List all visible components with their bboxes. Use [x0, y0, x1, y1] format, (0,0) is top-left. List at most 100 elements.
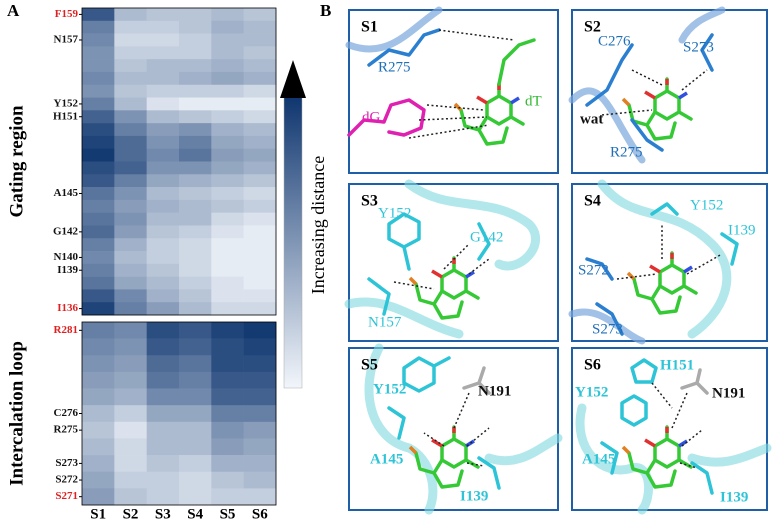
- heatmap-cell: [114, 405, 147, 423]
- heatmap-cell: [146, 276, 180, 290]
- heatmap-cell: [243, 110, 277, 124]
- heatmap-cell: [82, 187, 115, 201]
- heatmap-cell: [114, 471, 147, 489]
- heatmap-cell: [114, 46, 147, 60]
- heatmap-cell: [243, 8, 277, 22]
- heatmap-cell: [82, 405, 115, 423]
- row-label: F159: [55, 8, 79, 20]
- heatmap-cell: [82, 302, 115, 316]
- residue-label: Y152: [373, 381, 406, 397]
- heatmap-cell: [179, 225, 212, 239]
- heatmap-cell: [146, 33, 180, 47]
- heatmap-cell: [82, 161, 115, 175]
- heatmap-cell: [211, 110, 244, 124]
- heatmap-cell: [211, 238, 244, 252]
- heatmap-cell: [114, 97, 147, 111]
- panel-name: S4: [584, 193, 601, 210]
- heatmap-cell: [243, 84, 277, 98]
- heatmap-cell: [179, 371, 212, 389]
- residue-label: S273: [592, 321, 623, 337]
- heatmap-cell: [82, 251, 115, 265]
- heatmap-cell: [179, 421, 212, 439]
- heatmap-cell: [211, 421, 244, 439]
- panel-name: S2: [584, 19, 601, 36]
- heatmap-cell: [179, 355, 212, 373]
- heatmap-cell: [146, 355, 180, 373]
- heatmap-cell: [211, 84, 244, 98]
- heatmap-cell: [146, 59, 180, 73]
- heatmap-cell: [179, 388, 212, 406]
- residue-label: dG: [362, 109, 381, 125]
- heatmap-cell: [82, 59, 115, 73]
- heatmap-cell: [179, 46, 212, 60]
- heatmap-cell: [82, 238, 115, 252]
- panel-name: S3: [361, 193, 378, 210]
- heatmap-cell: [146, 71, 180, 86]
- heatmap-cell: [146, 161, 180, 175]
- heatmap-cell: [179, 276, 212, 290]
- heatmap-cell: [146, 84, 180, 98]
- heatmap-cell: [146, 421, 180, 439]
- heatmap-cell: [179, 8, 212, 22]
- row-label: S272: [55, 474, 78, 486]
- heatmap-cell: [114, 355, 147, 373]
- heatmap-cell: [211, 71, 244, 86]
- heatmap-cell: [179, 110, 212, 124]
- heatmap-cell: [82, 123, 115, 137]
- heatmap-frame: [81, 7, 277, 316]
- heatmap-cell: [211, 338, 244, 356]
- heatmap-cell: [179, 488, 212, 506]
- residue-label: R275: [378, 59, 411, 75]
- heatmap-cell: [179, 174, 212, 188]
- heatmap-cell: [114, 263, 147, 277]
- heatmap-cell: [114, 338, 147, 356]
- heatmap-cell: [179, 199, 212, 213]
- heatmap-cell: [82, 388, 115, 406]
- column-label: S5: [220, 506, 236, 522]
- group-title: Intercalation loop: [6, 341, 27, 486]
- heatmap-cell: [82, 355, 115, 373]
- heatmap-cell: [179, 97, 212, 111]
- row-label: C276: [54, 407, 79, 419]
- heatmap-cell: [179, 84, 212, 98]
- heatmap-cell: [243, 199, 277, 213]
- panel-s5: S5 Y152 N191 A145 I139: [348, 343, 563, 515]
- heatmap-cell: [243, 212, 277, 226]
- heatmap-cell: [146, 263, 180, 277]
- column-label: S1: [90, 506, 106, 522]
- heatmap-cell: [179, 322, 212, 339]
- residue-label: C276: [598, 33, 631, 49]
- residue-label: dT: [525, 93, 542, 109]
- heatmap-cell: [243, 355, 277, 373]
- heatmap-cell: [243, 148, 277, 162]
- heatmap-cell: [179, 59, 212, 73]
- heatmap-cell: [243, 488, 277, 506]
- heatmap-cell: [114, 84, 147, 98]
- heatmap-cell: [146, 471, 180, 489]
- heatmap-cell: [243, 388, 277, 406]
- heatmap-cell: [146, 110, 180, 124]
- heatmap-cell: [82, 8, 115, 22]
- heatmap-cell: [179, 187, 212, 201]
- heatmap-cell: [179, 289, 212, 303]
- heatmap-cell: [82, 20, 115, 34]
- residue-label: G142: [470, 229, 503, 245]
- heatmap-cell: [243, 322, 277, 339]
- colorbar-arrow: [280, 60, 306, 98]
- heatmap-cell: [114, 388, 147, 406]
- heatmap-cell: [146, 388, 180, 406]
- heatmap-cell: [114, 276, 147, 290]
- heatmap-cell: [82, 263, 115, 277]
- heatmap-cell: [243, 276, 277, 290]
- heatmap-cell: [82, 371, 115, 389]
- heatmap-cell: [179, 405, 212, 423]
- row-label: R275: [54, 424, 79, 436]
- residue-label: Y152: [690, 197, 723, 213]
- panel-s1: S1 R275 dG dT: [345, 6, 559, 174]
- panel-s6: S6 H151 Y152 N191 A145 I139: [571, 347, 772, 515]
- heatmap-cell: [114, 225, 147, 239]
- heatmap-cell: [146, 8, 180, 22]
- row-label: I139: [57, 264, 78, 276]
- heatmap-cell: [243, 20, 277, 34]
